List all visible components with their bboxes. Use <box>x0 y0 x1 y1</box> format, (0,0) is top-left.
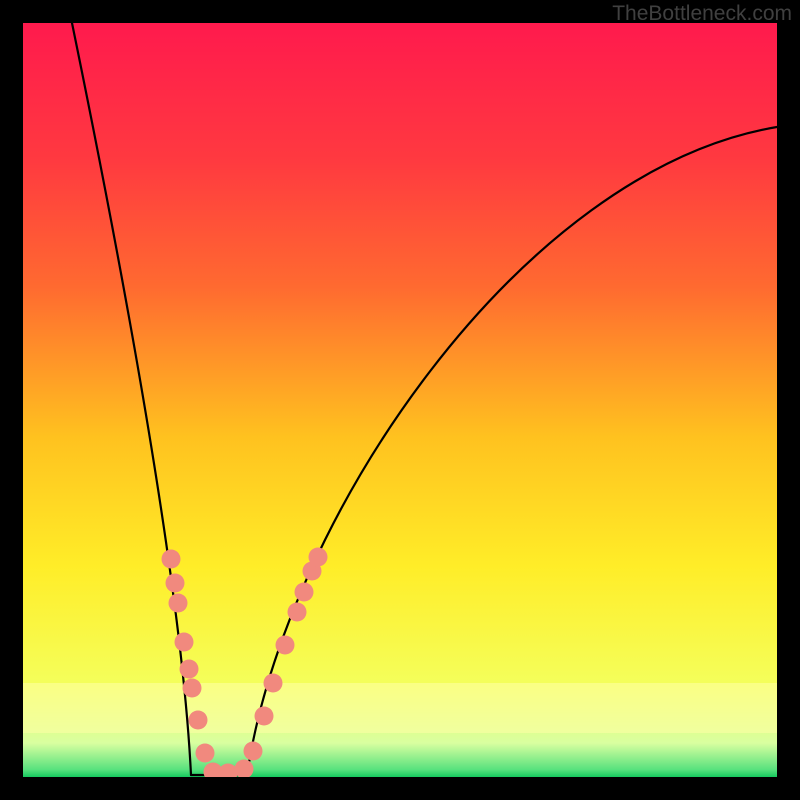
data-marker <box>196 744 215 763</box>
data-marker <box>175 633 194 652</box>
data-marker <box>309 548 328 567</box>
chart-svg <box>0 0 800 800</box>
data-marker <box>244 742 263 761</box>
data-marker <box>183 679 202 698</box>
data-marker <box>264 674 283 693</box>
data-marker <box>189 711 208 730</box>
data-marker <box>180 660 199 679</box>
data-marker <box>162 550 181 569</box>
data-marker <box>255 707 274 726</box>
plot-area <box>23 23 777 777</box>
data-marker <box>295 583 314 602</box>
data-marker <box>235 760 254 779</box>
data-marker <box>169 594 188 613</box>
data-marker <box>166 574 185 593</box>
data-marker <box>288 603 307 622</box>
highlight-band <box>23 683 777 733</box>
data-marker <box>276 636 295 655</box>
watermark-text: TheBottleneck.com <box>612 2 792 26</box>
chart-root: TheBottleneck.com <box>0 0 800 800</box>
